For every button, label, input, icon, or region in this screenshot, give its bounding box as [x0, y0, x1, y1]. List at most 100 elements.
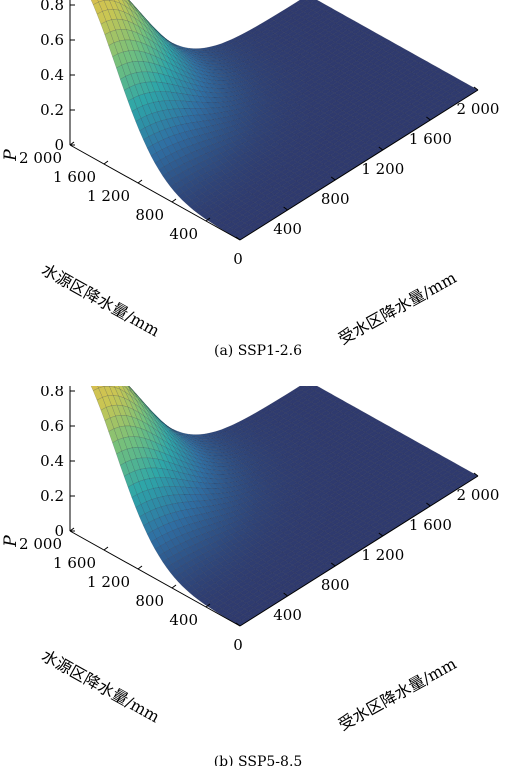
surface-cell: [321, 5, 332, 12]
receiving-axis-title: 受水区降水量/mm: [335, 268, 459, 348]
surface-cell: [356, 410, 367, 418]
surface-cell: [406, 439, 417, 446]
surface-cell: [364, 29, 375, 36]
source-tick-label: 1 600: [53, 554, 96, 572]
surface-cell: [123, 386, 128, 389]
receiving-tick-label: 2 000: [457, 486, 500, 504]
surface-mesh: [90, 386, 479, 627]
receiving-tick: [330, 176, 336, 181]
surface-cell: [313, 1, 324, 8]
surface-cell: [406, 53, 417, 60]
source-tick: [103, 160, 109, 165]
surface-cell: [103, 386, 110, 387]
receiving-tick: [473, 472, 479, 477]
surface-cell: [441, 458, 452, 465]
z-tick-label: 0: [54, 136, 64, 154]
z-tick-label: 0.8: [40, 386, 64, 400]
receiving-axis-line: [239, 475, 479, 627]
source-axis-title: 水源区降水量/mm: [38, 260, 162, 340]
source-tick: [137, 565, 143, 570]
surface-cell: [433, 68, 444, 75]
surface-mesh: [90, 0, 479, 241]
receiving-tick: [473, 86, 479, 91]
source-tick: [69, 527, 75, 532]
z-tick-label: 0: [54, 522, 64, 540]
receiving-tick: [330, 562, 336, 567]
source-tick-label: 800: [135, 592, 164, 610]
surface-cell: [305, 0, 308, 1]
source-tick-label: 1 200: [87, 187, 130, 205]
surface-cell: [391, 44, 402, 51]
receiving-axis-title: 受水区降水量/mm: [335, 654, 459, 734]
receiving-tick-label: 400: [273, 220, 302, 238]
surface-cell: [398, 48, 409, 55]
surface-cell: [306, 0, 315, 3]
source-tick: [171, 584, 177, 589]
source-axis-line: [69, 530, 241, 627]
surface-cell: [123, 0, 128, 3]
receiving-tick-label: 800: [321, 190, 350, 208]
source-tick-label: 400: [169, 225, 198, 243]
surface-cell: [313, 387, 324, 394]
panel-caption: (b) SSP5-8.5: [214, 754, 303, 766]
surface-cell: [90, 386, 99, 391]
z-axis-label: P: [1, 535, 21, 548]
receiving-tick-label: 1 600: [409, 130, 452, 148]
source-tick-label: 2 000: [19, 535, 62, 553]
z-tick-label: 0.4: [40, 66, 64, 84]
receiving-tick: [426, 502, 431, 507]
surface-cell: [296, 0, 307, 5]
source-axis-title: 水源区降水量/mm: [38, 646, 162, 726]
receiving-tick-label: 2 000: [457, 100, 500, 118]
receiving-tick-label: 1 200: [361, 546, 404, 564]
surface-cell: [321, 391, 332, 398]
source-tick: [205, 217, 211, 222]
surface-cell: [449, 76, 460, 83]
source-tick: [69, 141, 75, 146]
receiving-tick: [235, 236, 241, 241]
receiving-tick: [426, 116, 431, 121]
receiving-axis-line: [239, 89, 479, 241]
surface-cell: [97, 0, 105, 3]
source-tick: [137, 179, 143, 184]
receiving-tick-label: 800: [321, 576, 350, 594]
receiving-tick-label: 0: [233, 250, 243, 268]
z-tick-label: 0.4: [40, 452, 64, 470]
source-tick: [171, 198, 177, 203]
source-tick: [103, 546, 109, 551]
receiving-tick: [378, 146, 384, 151]
surface-cell: [348, 406, 359, 413]
panel-caption: (a) SSP1-2.6: [214, 343, 302, 359]
surface-cell: [113, 386, 121, 390]
surface-cell: [113, 0, 121, 4]
source-axis-line: [69, 144, 241, 241]
source-tick-label: 2 000: [19, 149, 62, 167]
z-tick-label: 0.8: [40, 0, 64, 14]
receiving-tick: [283, 206, 288, 211]
surface-cell: [449, 462, 460, 469]
surface-cell: [391, 430, 402, 437]
surface-cell: [306, 386, 315, 389]
surface-cell: [103, 0, 110, 1]
surface-cell: [398, 434, 409, 441]
z-tick-label: 0.2: [40, 101, 64, 119]
surface-cell: [348, 20, 359, 27]
source-tick-label: 400: [169, 611, 198, 629]
source-tick: [205, 603, 211, 608]
receiving-tick-label: 1 200: [361, 160, 404, 178]
surface-cell: [97, 386, 105, 389]
surface-cell: [305, 386, 308, 387]
receiving-tick-label: 400: [273, 606, 302, 624]
source-tick-label: 1 200: [87, 573, 130, 591]
surface-cell: [433, 454, 444, 461]
z-tick-label: 0.6: [40, 417, 64, 435]
source-tick-label: 1 600: [53, 168, 96, 186]
surface-cell: [441, 72, 452, 79]
source-tick-label: 800: [135, 206, 164, 224]
surface-cell: [364, 415, 375, 422]
